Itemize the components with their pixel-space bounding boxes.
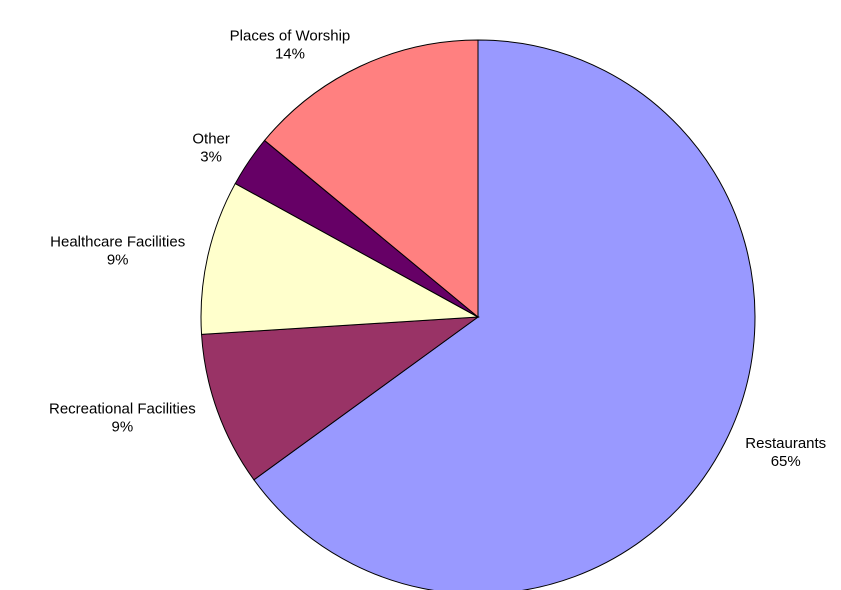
pie-slice <box>201 316 480 481</box>
slice-value-label: 14% <box>275 46 305 63</box>
slice-value-label: 9% <box>112 419 134 436</box>
slice-value-label: 65% <box>771 453 801 470</box>
pie-slice <box>253 39 756 590</box>
slice-label: Restaurants <box>745 435 826 452</box>
slice-value-label: 9% <box>107 252 129 269</box>
slice-value-label: 3% <box>200 148 222 165</box>
slice-label: Recreational Facilities <box>49 401 196 418</box>
pie-slice <box>263 39 479 319</box>
slice-label: Places of Worship <box>230 28 351 45</box>
pie-slice <box>200 182 480 335</box>
slice-label: Healthcare Facilities <box>50 234 185 251</box>
slice-label: Other <box>192 130 230 147</box>
